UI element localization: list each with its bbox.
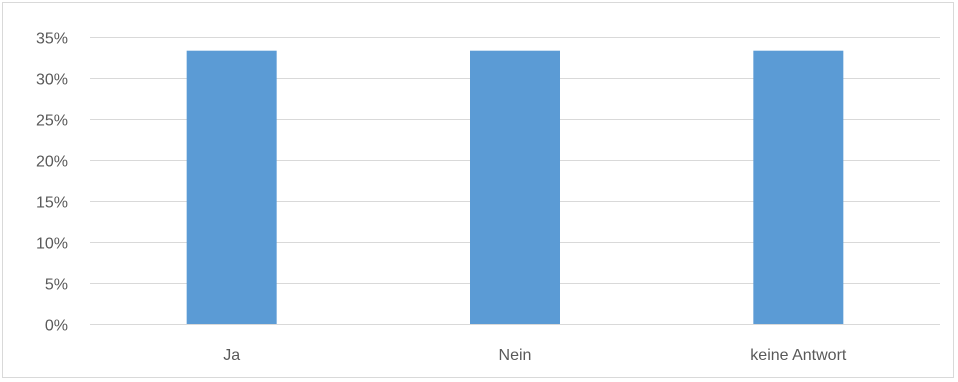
x-tick-label: Nein: [499, 347, 532, 364]
y-tick-label: 0%: [45, 318, 68, 335]
x-tick-label: Ja: [223, 347, 240, 364]
bars: [186, 50, 844, 324]
y-tick-label: 5%: [45, 277, 68, 294]
y-tick-label: 30%: [36, 72, 68, 89]
bar-nein: [470, 50, 560, 324]
y-tick-label: 35%: [36, 31, 68, 48]
y-tick-label: 25%: [36, 113, 68, 130]
y-tick-label: 20%: [36, 154, 68, 171]
x-tick-label: keine Antwort: [750, 347, 847, 364]
y-tick-label: 15%: [36, 195, 68, 212]
bar-keine-antwort: [753, 50, 844, 324]
x-axis-tick-labels: Ja Nein keine Antwort: [223, 347, 847, 364]
bar-ja: [186, 50, 277, 324]
y-axis-tick-labels: 0% 5% 10% 15% 20% 25% 30% 35%: [36, 31, 68, 335]
y-tick-label: 10%: [36, 236, 68, 253]
